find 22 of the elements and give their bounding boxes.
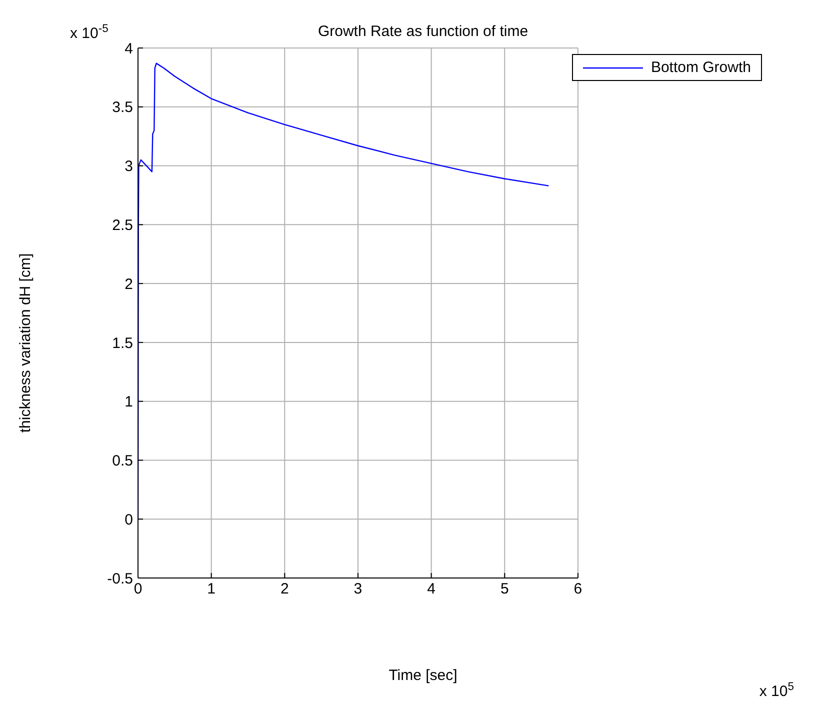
- text: x 10$^{-5}$: [70, 23, 108, 42]
- y-tick-label: 3.5: [112, 99, 133, 116]
- y-tick-label: 2: [124, 276, 133, 293]
- x-tick-label: 2: [280, 580, 289, 598]
- x-tick-label: 5: [500, 580, 509, 598]
- x-tick-label: 6: [574, 580, 582, 598]
- chart-title: Growth Rate as function of time: [318, 23, 528, 40]
- legend-label: Bottom Growth: [650, 59, 751, 76]
- x-tick-label: 1: [207, 580, 216, 598]
- x-tick-label: 4: [427, 580, 436, 598]
- text: x 10$^{5}$: [759, 681, 794, 700]
- y-tick-label: 0.5: [112, 452, 133, 470]
- y-axis-title: thickness variation dH [cm]: [17, 253, 34, 433]
- y-tick-label: 1.5: [112, 334, 133, 352]
- x-tick-label: 3: [354, 580, 362, 598]
- y-tick-label: 4: [124, 40, 133, 58]
- y-tick-label: 0: [124, 511, 133, 528]
- y-tick-label: 1: [124, 394, 133, 411]
- y-tick-label: -0.5: [107, 570, 133, 588]
- y-tick-label: 2.5: [112, 216, 133, 234]
- x-axis-title: Time [sec]: [388, 667, 458, 684]
- y-tick-label: 3: [124, 158, 133, 176]
